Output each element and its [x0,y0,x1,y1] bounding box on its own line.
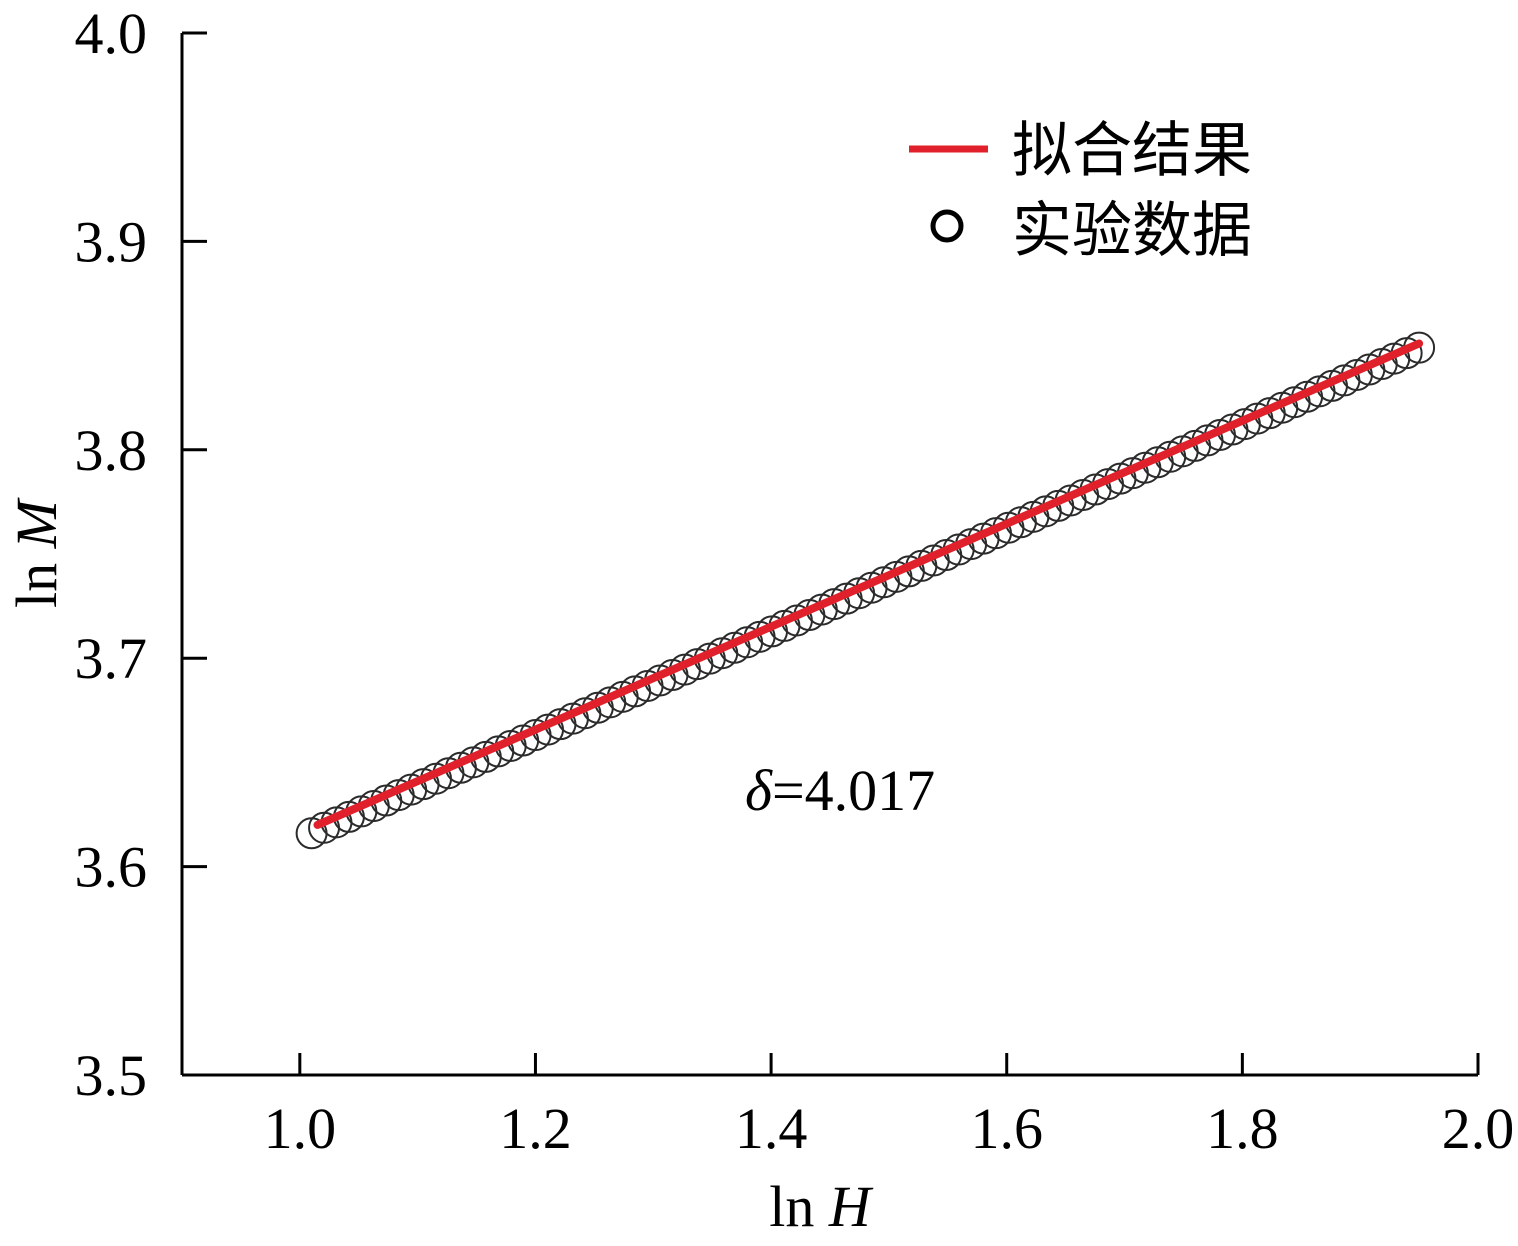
y-axis-label-prefix: ln [4,548,69,608]
x-axis-label: ln H [769,1174,874,1239]
x-tick-label: 1.8 [1206,1096,1279,1161]
axis-ticks: 1.0 1.2 1.4 1.6 1.8 2.0 3.5 3.6 3.7 3.8 3.9 4.0 [75,1,1515,1161]
y-axis-label: ln M [4,497,69,608]
y-tick-label: 3.5 [75,1043,148,1108]
x-tick-label: 1.0 [264,1096,337,1161]
y-tick-label: 3.7 [75,626,148,691]
legend-label-data: 实验数据 [1012,198,1252,264]
x-tick-label: 2.0 [1442,1096,1515,1161]
y-tick-label: 3.8 [75,418,148,483]
x-tick-label: 1.6 [970,1096,1043,1161]
y-tick-label: 3.6 [75,835,148,900]
y-tick-label: 3.9 [75,209,148,274]
delta-annotation: δ=4.017 [745,758,935,823]
y-axis-label-var: M [4,497,69,549]
x-axis-label-var: H [828,1174,874,1239]
fit-line-layer [313,339,1424,829]
fit-line [313,339,1424,829]
legend-circle-swatch [930,209,964,243]
delta-value: =4.017 [772,758,935,823]
legend-label-fit: 拟合结果 [1012,118,1252,184]
x-tick-label: 1.4 [735,1096,808,1161]
legend: 拟合结果 实验数据 [909,118,1252,264]
delta-symbol: δ [745,758,773,823]
x-axis-label-prefix: ln [769,1174,829,1239]
y-tick-label: 4.0 [75,1,148,66]
x-tick-label: 1.2 [499,1096,572,1161]
